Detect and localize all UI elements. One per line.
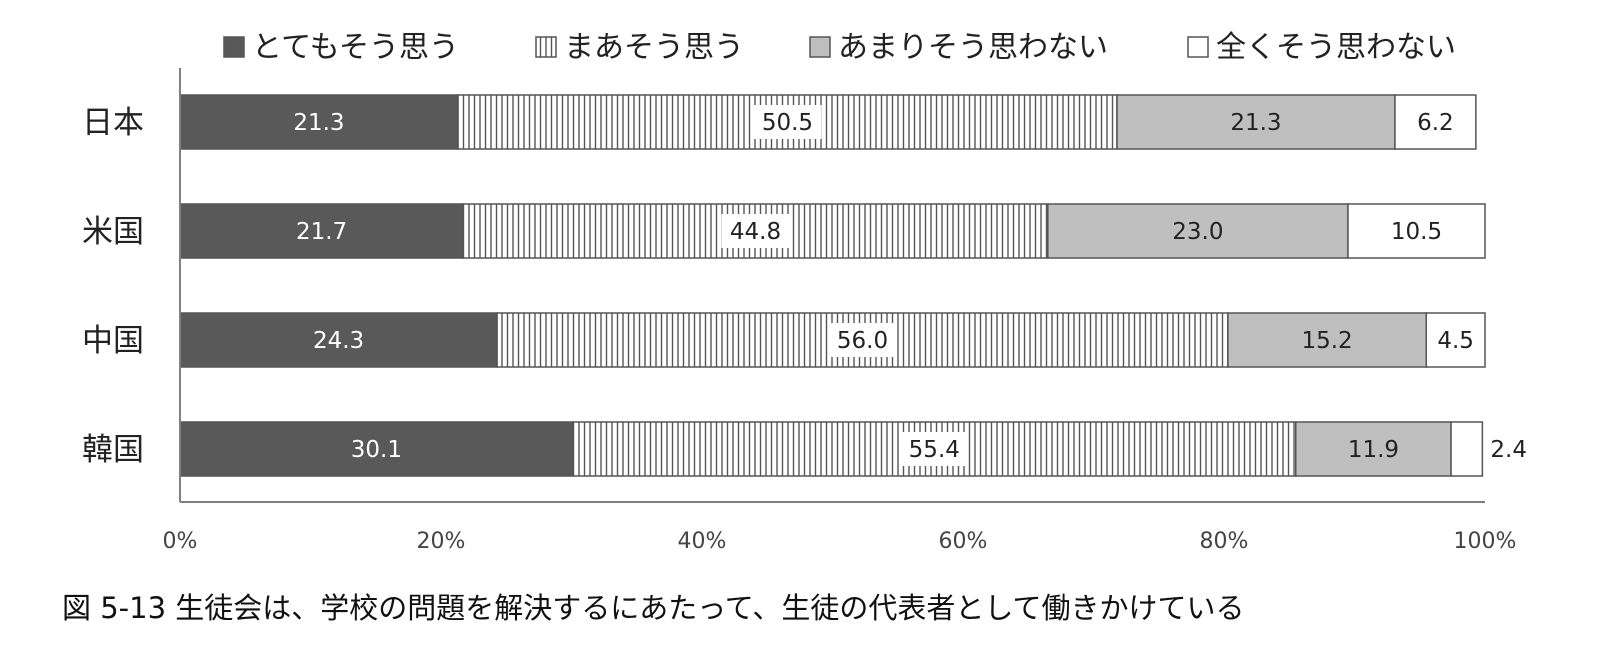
figure-caption: 図 5-13 生徒会は、学校の問題を解決するにあたって、生徒の代表者として働きか… [62, 591, 1245, 625]
bar-segment [1116, 94, 1396, 150]
bar-segment [1347, 203, 1486, 259]
data-label: 23.0 [1172, 219, 1223, 245]
bar-segment [1394, 94, 1477, 150]
stacked-bar-chart: とてもそう思う まあそう思う あまりそう思わない 全くそう思わない 日本 21.3 50.… [82, 30, 1527, 554]
bar-segment [179, 312, 498, 368]
data-label: 15.2 [1301, 328, 1352, 354]
data-label-box [753, 105, 822, 139]
legend-swatch [223, 36, 245, 58]
bar-segment [1047, 203, 1349, 259]
bar-segment [179, 203, 464, 259]
x-tick-label: 20% [417, 529, 466, 554]
data-label: 21.3 [1230, 110, 1281, 136]
x-tick-label: 80% [1200, 529, 1249, 554]
x-tick-label: 0% [163, 529, 198, 554]
legend-label: あまりそう思わない [838, 30, 1108, 65]
data-label: 21.3 [293, 110, 344, 136]
legend-swatch [809, 36, 831, 58]
bar-segment [1227, 312, 1428, 368]
data-label: 55.4 [909, 437, 960, 463]
x-tick-label: 40% [678, 529, 727, 554]
bars: 日本 21.3 50.5 21.3 6.2 米国 21.7 44.8 23.0 10.5 中国 24.… [82, 94, 1527, 477]
data-label: 11.9 [1348, 437, 1399, 463]
category-label: 米国 [82, 214, 144, 250]
bar-segment [1425, 312, 1486, 368]
legend-label: まあそう思う [564, 30, 744, 65]
data-label: 44.8 [730, 219, 781, 245]
data-label: 21.7 [296, 219, 347, 245]
data-label-box [900, 432, 969, 466]
category-label: 日本 [82, 105, 144, 141]
legend-label: 全くそう思わない [1216, 30, 1456, 65]
data-label: 4.5 [1437, 328, 1474, 354]
data-label: 50.5 [762, 110, 813, 136]
legend: とてもそう思う まあそう思う あまりそう思わない 全くそう思わない [223, 30, 1456, 65]
legend-swatch [535, 36, 557, 58]
data-label: 56.0 [837, 328, 888, 354]
data-label: 10.5 [1391, 219, 1442, 245]
data-label-box [721, 214, 790, 248]
bar-segment [1450, 421, 1484, 477]
bar-segment [179, 94, 459, 150]
bar-segment [1295, 421, 1452, 477]
data-label: 2.4 [1490, 437, 1527, 463]
x-tick-label: 100% [1454, 529, 1517, 554]
data-label: 6.2 [1417, 110, 1454, 136]
category-label: 中国 [82, 323, 144, 359]
data-label-box [828, 323, 897, 357]
legend-label: とてもそう思う [252, 30, 459, 65]
legend-swatch [1187, 36, 1209, 58]
data-label: 30.1 [351, 437, 402, 463]
category-label: 韓国 [82, 432, 144, 468]
x-tick-label: 60% [939, 529, 988, 554]
axes: 0% 20% 40% 60% 80% 100% [163, 68, 1517, 554]
data-label: 24.3 [313, 328, 364, 354]
